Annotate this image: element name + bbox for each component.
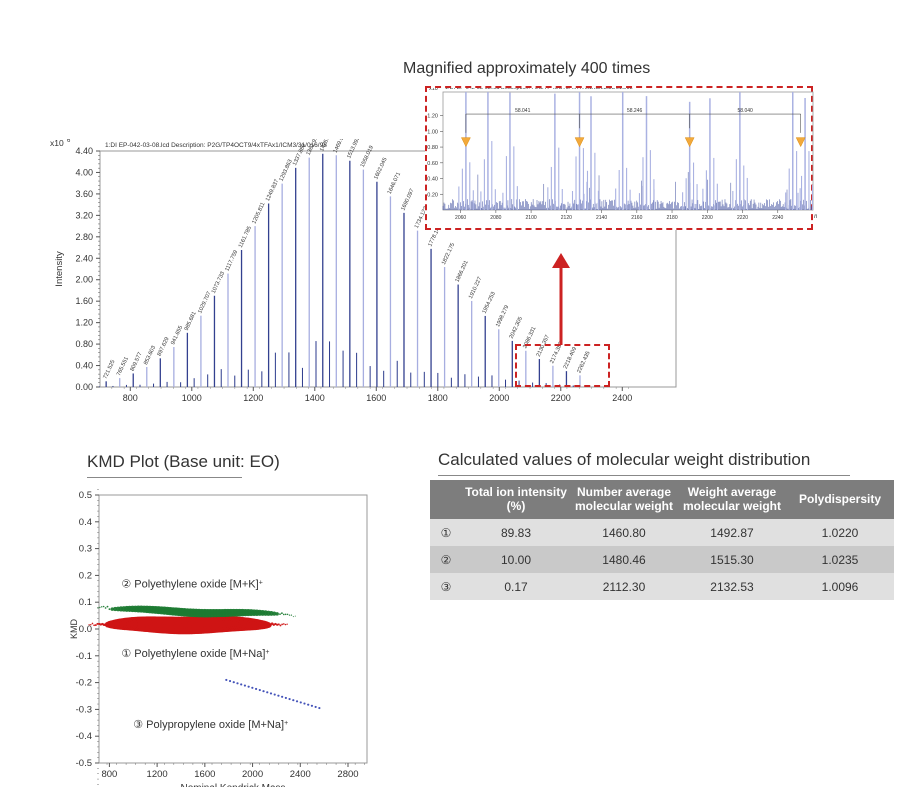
svg-text:1910.227: 1910.227 <box>468 276 483 300</box>
svg-text:2100: 2100 <box>526 215 537 221</box>
svg-text:1513.993: 1513.993 <box>346 139 361 160</box>
svg-text:0.40: 0.40 <box>427 177 438 183</box>
svg-text:1161.785: 1161.785 <box>238 225 253 248</box>
svg-text:1.20: 1.20 <box>75 318 93 328</box>
svg-text:2160: 2160 <box>631 215 642 221</box>
svg-text:3.60: 3.60 <box>75 189 93 199</box>
svg-text:0.20: 0.20 <box>427 192 438 198</box>
svg-text:1293.863: 1293.863 <box>279 159 294 183</box>
svg-text:2.40: 2.40 <box>75 253 93 263</box>
svg-text:1.20: 1.20 <box>427 114 438 120</box>
svg-text:1:DI EP-042-03-08.lcd Descri: 1:DI EP-042-03-08.lcd Description: P2G/T… <box>105 142 327 149</box>
svg-text:1200: 1200 <box>243 393 263 403</box>
svg-text:721.525: 721.525 <box>103 359 117 380</box>
svg-text:0.00: 0.00 <box>75 382 93 392</box>
svg-text:1117.759: 1117.759 <box>224 249 239 272</box>
svg-text:2.80: 2.80 <box>75 232 93 242</box>
svg-text:1600: 1600 <box>366 393 386 403</box>
svg-text:-0.1: -0.1 <box>76 651 92 662</box>
svg-text:m/z: m/z <box>814 214 817 220</box>
svg-text:0.80: 0.80 <box>427 145 438 151</box>
svg-text:0.40: 0.40 <box>75 361 93 371</box>
svg-text:-0.4: -0.4 <box>76 731 92 742</box>
svg-text:0.60: 0.60 <box>427 161 438 167</box>
svg-text:2800: 2800 <box>337 769 358 780</box>
svg-text:1998.279: 1998.279 <box>495 304 510 328</box>
svg-text:KMD: KMD <box>69 619 79 640</box>
svg-text:0.4: 0.4 <box>79 517 92 528</box>
svg-text:x10: x10 <box>429 88 438 92</box>
svg-text:1558.019: 1558.019 <box>360 145 375 169</box>
svg-text:Intensity: Intensity <box>54 251 65 287</box>
svg-text:1:DI EP-042-03-08.lcd Descri: 1:DI EP-042-03-08.lcd Description: P2G/T… <box>445 88 633 91</box>
svg-text:① Polyethylene oxide [M+Na]+: ① Polyethylene oxide [M+Na]+ <box>121 648 269 660</box>
svg-text:0.1: 0.1 <box>79 597 92 608</box>
svg-text:1029.707: 1029.707 <box>197 291 212 315</box>
svg-text:941.655: 941.655 <box>170 325 184 346</box>
svg-text:800: 800 <box>101 769 117 780</box>
svg-text:2400: 2400 <box>290 769 311 780</box>
svg-text:1205.811: 1205.811 <box>251 202 266 225</box>
svg-text:2000: 2000 <box>242 769 263 780</box>
svg-text:1954.253: 1954.253 <box>482 291 497 315</box>
svg-text:2200: 2200 <box>551 393 571 403</box>
svg-text:1800: 1800 <box>428 393 448 403</box>
svg-text:2200: 2200 <box>702 215 713 221</box>
svg-text:985.681: 985.681 <box>184 311 198 332</box>
svg-text:② Polyethylene oxide [M+K]+: ② Polyethylene oxide [M+K]+ <box>121 578 262 590</box>
svg-text:0.3: 0.3 <box>79 544 92 555</box>
svg-text:765.551: 765.551 <box>116 356 130 377</box>
svg-text:Nominal Kendrick Mass: Nominal Kendrick Mass <box>180 783 285 787</box>
svg-text:1822.175: 1822.175 <box>441 242 456 266</box>
svg-text:2042.305: 2042.305 <box>509 316 524 340</box>
svg-text:2000: 2000 <box>489 393 509 403</box>
svg-text:1.60: 1.60 <box>75 296 93 306</box>
svg-text:x10: x10 <box>50 139 64 148</box>
svg-text:897.629: 897.629 <box>157 336 171 357</box>
svg-text:3.20: 3.20 <box>75 210 93 220</box>
svg-text:1249.837: 1249.837 <box>265 179 280 203</box>
svg-text:2120: 2120 <box>561 215 572 221</box>
svg-text:58.040: 58.040 <box>738 108 754 114</box>
svg-text:1000: 1000 <box>182 393 202 403</box>
svg-text:4.40: 4.40 <box>75 146 93 156</box>
svg-text:2180: 2180 <box>666 215 677 221</box>
svg-text:800: 800 <box>123 393 138 403</box>
svg-text:2.00: 2.00 <box>75 275 93 285</box>
svg-text:2140: 2140 <box>596 215 607 221</box>
svg-text:-0.3: -0.3 <box>76 704 92 715</box>
svg-text:0.80: 0.80 <box>75 339 93 349</box>
svg-text:1400: 1400 <box>305 393 325 403</box>
svg-text:1600: 1600 <box>194 769 215 780</box>
svg-text:809.577: 809.577 <box>130 351 144 372</box>
svg-text:1866.201: 1866.201 <box>455 260 470 284</box>
svg-text:0.5: 0.5 <box>79 490 92 501</box>
svg-text:6: 6 <box>67 139 71 144</box>
svg-text:1200: 1200 <box>147 769 168 780</box>
svg-text:853.603: 853.603 <box>143 345 157 366</box>
svg-text:2400: 2400 <box>612 393 632 403</box>
svg-text:58.246: 58.246 <box>627 108 643 114</box>
svg-text:1646.071: 1646.071 <box>387 171 402 195</box>
svg-text:58.041: 58.041 <box>515 108 531 114</box>
svg-text:1602.045: 1602.045 <box>373 157 388 181</box>
svg-text:1469.967: 1469.967 <box>333 139 348 154</box>
svg-text:1690.097: 1690.097 <box>400 188 415 212</box>
svg-text:2220: 2220 <box>737 215 748 221</box>
svg-text:2240: 2240 <box>772 215 783 221</box>
svg-text:0.2: 0.2 <box>79 570 92 581</box>
svg-text:1.00: 1.00 <box>427 129 438 135</box>
svg-text:2080: 2080 <box>490 215 501 221</box>
svg-text:1073.733: 1073.733 <box>211 271 226 295</box>
svg-text:-0.2: -0.2 <box>76 678 92 689</box>
svg-text:③ Polypropylene oxide [M+Na]+: ③ Polypropylene oxide [M+Na]+ <box>133 719 288 731</box>
svg-text:0.0: 0.0 <box>79 624 92 635</box>
svg-text:-0.5: -0.5 <box>76 758 92 769</box>
svg-text:2060: 2060 <box>455 215 466 221</box>
svg-text:4.00: 4.00 <box>75 167 93 177</box>
